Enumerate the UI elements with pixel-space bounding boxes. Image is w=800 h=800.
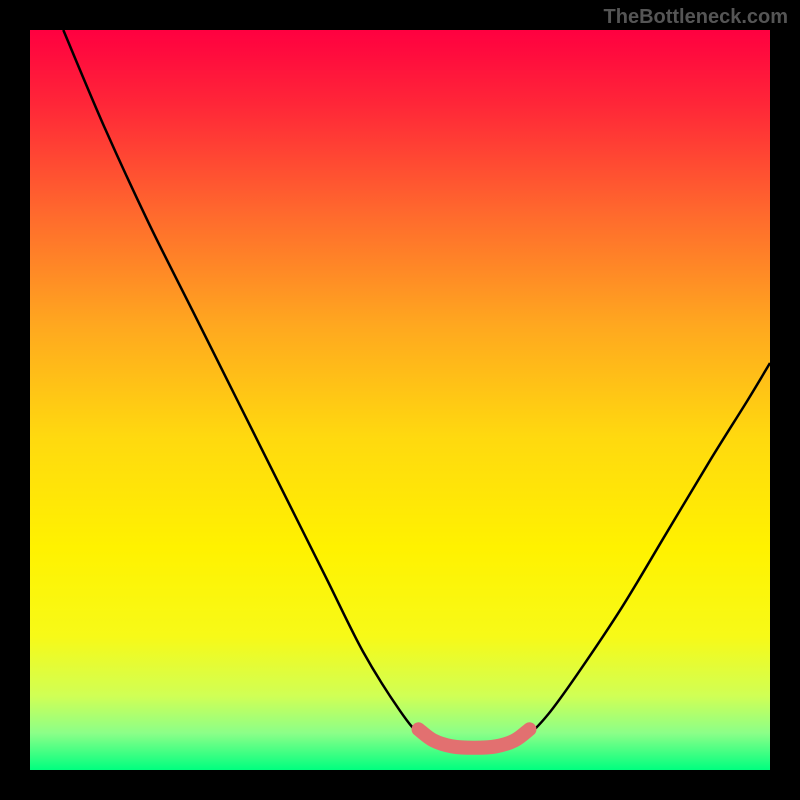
bottleneck-chart xyxy=(0,0,800,800)
chart-container: TheBottleneck.com xyxy=(0,0,800,800)
chart-background xyxy=(30,30,770,770)
